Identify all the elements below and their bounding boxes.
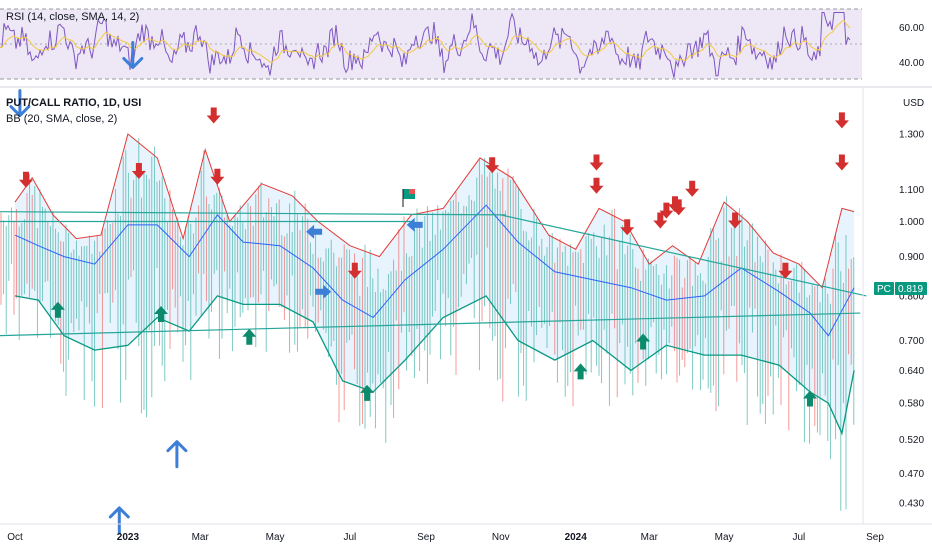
bollinger-fill: [15, 134, 855, 434]
time-tick-label[interactable]: 2023: [117, 532, 140, 543]
down-arrow-icon: [589, 154, 604, 171]
time-tick-label[interactable]: May: [266, 532, 285, 543]
rsi-pane: RSI (14, close, SMA, 14, 2) 60.00 40.00: [0, 0, 932, 86]
down-arrow-icon: [685, 180, 700, 197]
price-tick-label[interactable]: 1.100: [899, 185, 924, 196]
bollinger-basis: [14, 204, 855, 337]
down-arrow-icon: [778, 262, 793, 279]
signal-arrows: [9, 41, 849, 535]
down-arrow-icon: [620, 219, 635, 236]
last-value: 0.819: [898, 284, 923, 295]
price-tick-label[interactable]: 1.000: [899, 217, 924, 228]
trendlines[interactable]: [0, 211, 867, 337]
time-tick-label[interactable]: Jul: [793, 532, 806, 543]
time-tick-label[interactable]: 2024: [565, 532, 588, 543]
price-tick-label[interactable]: 1.300: [899, 130, 924, 141]
up-arrow-icon: [154, 306, 168, 322]
up-arrow-icon: [108, 506, 130, 535]
down-arrow-icon: [653, 212, 668, 229]
up-arrow-icon: [50, 301, 65, 318]
time-tick-label[interactable]: Sep: [417, 532, 435, 543]
left-arrow-icon: [306, 224, 323, 239]
indicator-label[interactable]: BB (20, SMA, close, 2): [6, 113, 117, 125]
down-arrow-icon: [728, 212, 743, 229]
time-tick-label[interactable]: Sep: [866, 532, 884, 543]
rsi-title: RSI (14, close, SMA, 14, 2): [6, 11, 139, 23]
main-pane: PUT/CALL RATIO, 1D, USI BB (20, SMA, clo…: [0, 41, 927, 535]
bollinger-upper-band: [14, 133, 855, 289]
down-arrow-icon: [671, 199, 686, 216]
down-arrow-icon: [485, 157, 500, 174]
last-value-tag: PC 0.819: [874, 282, 927, 295]
time-tick-label[interactable]: May: [715, 532, 734, 543]
price-bars: [0, 138, 855, 511]
down-arrow-icon: [19, 171, 33, 188]
up-arrow-icon: [636, 333, 651, 350]
up-arrow-icon: [573, 363, 588, 380]
down-arrow-icon: [122, 41, 144, 69]
down-arrow-icon: [589, 177, 604, 194]
down-arrow-icon: [659, 202, 674, 219]
down-arrow-icon: [206, 107, 221, 124]
time-tick-label[interactable]: Jul: [344, 532, 357, 543]
rsi-line: [0, 12, 851, 78]
price-axis-labels[interactable]: 1.300 1.100 1.000 0.900 0.800 0.700 0.640 0.580…: [899, 130, 924, 510]
price-tick-label[interactable]: 0.580: [899, 399, 924, 410]
trendline[interactable]: [0, 312, 861, 337]
price-tick-label[interactable]: 0.800: [899, 291, 924, 302]
price-tick-label[interactable]: 0.700: [899, 336, 924, 347]
down-arrow-icon: [210, 168, 225, 185]
trendline[interactable]: [0, 211, 506, 216]
symbol-tag: PC: [877, 284, 891, 295]
down-arrow-icon: [834, 112, 849, 129]
flag-marker: [402, 189, 415, 207]
up-arrow-icon: [166, 440, 188, 469]
left-arrow-icon: [406, 217, 423, 232]
down-arrow-icon: [131, 163, 146, 179]
price-tick-label[interactable]: 0.430: [899, 499, 924, 510]
rsi-level-60: 60.00: [899, 23, 924, 34]
down-arrow-icon: [834, 154, 849, 171]
right-arrow-icon: [315, 284, 332, 299]
up-arrow-icon: [803, 390, 817, 407]
time-tick-label[interactable]: Mar: [192, 532, 210, 543]
currency-label[interactable]: USD: [903, 98, 924, 109]
up-arrow-icon: [242, 328, 257, 345]
time-tick-label[interactable]: Oct: [7, 532, 23, 543]
main-title: PUT/CALL RATIO, 1D, USI: [6, 97, 141, 109]
rsi-sma-line: [0, 19, 851, 63]
price-tick-label[interactable]: 0.520: [899, 435, 924, 446]
up-arrow-icon: [360, 384, 375, 401]
price-tick-label[interactable]: 0.900: [899, 252, 924, 263]
time-tick-label[interactable]: Mar: [641, 532, 659, 543]
time-tick-label[interactable]: Nov: [492, 532, 510, 543]
rsi-level-40: 40.00: [899, 58, 924, 69]
trendline[interactable]: [500, 214, 867, 297]
down-arrow-icon: [9, 89, 31, 118]
time-axis-labels[interactable]: Oct 2023 Mar May Jul Sep Nov 2024 Mar May Jul Sep: [7, 532, 884, 543]
down-arrow-icon: [347, 262, 362, 279]
price-tick-label[interactable]: 0.640: [899, 366, 924, 377]
price-tick-label[interactable]: 0.470: [899, 469, 924, 480]
